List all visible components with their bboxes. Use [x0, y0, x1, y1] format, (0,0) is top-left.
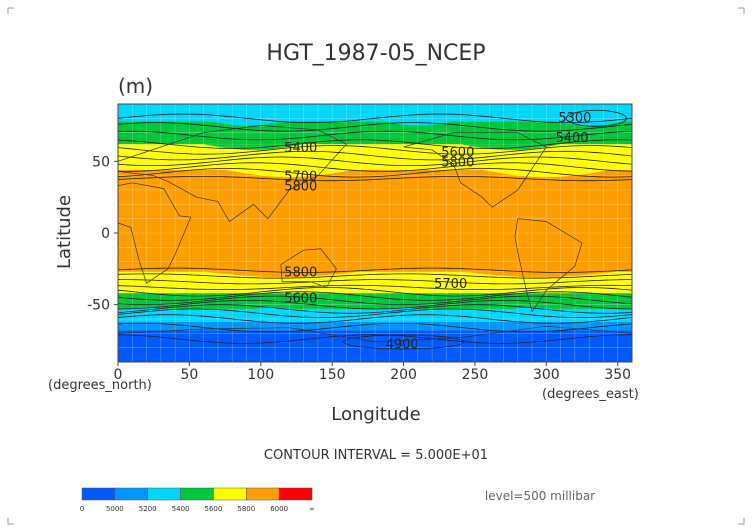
colorbar-swatch [114, 487, 148, 501]
wave-nh-cyan [118, 114, 632, 126]
band-5600-5800 [118, 271, 632, 294]
units-label: (m) [118, 74, 153, 98]
contour-line [118, 279, 632, 285]
contour-line [118, 130, 632, 141]
contour-line [118, 168, 632, 178]
x-tick-label: 350 [604, 367, 631, 383]
x-tick-label: 250 [462, 367, 489, 383]
contour-line [118, 113, 632, 123]
contour-label: 5400 [555, 131, 588, 146]
coastline-africa [118, 182, 192, 284]
contour-label: 5800 [441, 155, 474, 170]
x-tick-label: 300 [533, 367, 560, 383]
contour-line [118, 334, 632, 344]
wave-nh-green [118, 132, 632, 150]
colorbar-label: 5600 [205, 505, 223, 513]
contour-label: 4900 [386, 337, 419, 352]
colorbar-label: 5800 [237, 505, 255, 513]
x-tick-label: 0 [114, 367, 123, 383]
contour-line [118, 304, 632, 314]
contour-line [118, 273, 632, 279]
band-5400-5600 [118, 121, 632, 145]
x-tick-label: 100 [247, 367, 274, 383]
contour-label: 5400 [284, 141, 317, 156]
contour-line [118, 122, 632, 132]
contour-line [118, 162, 632, 172]
contour-line [118, 150, 632, 161]
contour-label: 5800 [284, 180, 317, 195]
colorbar-swatch [81, 487, 116, 501]
colorbar-swatch [213, 487, 247, 501]
contour-line [118, 314, 632, 324]
x-unit-label: (degrees_east) [542, 387, 639, 402]
x-axis-label: Longitude [331, 404, 421, 425]
x-tick-label: 200 [390, 367, 417, 383]
y-tick-label: 50 [92, 154, 110, 170]
contour-line [118, 145, 632, 155]
colorbar-label: 0 [80, 505, 84, 513]
contour-line [118, 291, 632, 301]
contour-low-south [343, 334, 464, 350]
colorbar-label: 5000 [106, 505, 124, 513]
contour-label: 5600 [441, 145, 474, 160]
y-tick-label: 0 [101, 226, 110, 242]
contour-line [118, 267, 632, 273]
coastline-south-america [514, 218, 583, 313]
x-tick-label: 150 [319, 367, 346, 383]
coastline-australia [280, 248, 337, 288]
plot-area: 5300540054005600580057005800580057005600… [118, 104, 632, 362]
colorbar-label: ∞ [309, 505, 315, 513]
contour-line [118, 308, 632, 319]
colorbar-swatch [246, 487, 280, 501]
contour-interval: CONTOUR INTERVAL = 5.000E+01 [264, 448, 488, 463]
colorbar-swatch [147, 487, 181, 501]
contour-line [118, 322, 632, 333]
wave-sh-orange [118, 268, 632, 278]
contour-line [118, 287, 632, 297]
colorbar: 0 5000 5200 5400 5600 5800 6000 ∞ [80, 487, 315, 513]
band-5000-5200 [118, 321, 632, 331]
contour-line [118, 139, 632, 149]
x-tick-label: 50 [180, 367, 198, 383]
contour-label: 5800 [284, 266, 317, 281]
colorbar-label: 5400 [172, 505, 190, 513]
wave-sh-cyan [118, 307, 632, 314]
contour-line [118, 176, 632, 182]
contour-line [118, 295, 632, 306]
contour-line [118, 284, 632, 290]
contour-label: 5300 [558, 111, 591, 126]
contour-line [118, 300, 632, 310]
y-unit-label: (degrees_north) [48, 378, 152, 393]
wave-nh-yellow [118, 162, 632, 178]
contour-label: 5700 [434, 277, 467, 292]
colorbar-label: 6000 [270, 505, 288, 513]
y-tick-label: -50 [87, 298, 110, 314]
y-axis-label: Latitude [54, 195, 75, 269]
contour-label: 5700 [284, 170, 317, 185]
contour-line [118, 156, 632, 166]
chart-title: HGT_1987-05_NCEP [266, 41, 485, 66]
colorbar-swatch [180, 487, 214, 501]
band-5800-6000 [118, 169, 632, 272]
colorbar-label: 5200 [139, 505, 157, 513]
crop-marks [7, 7, 745, 525]
contour-low-north [565, 109, 627, 127]
coastline-antarctica [118, 325, 632, 343]
coastline-eurasia [118, 125, 347, 223]
coastline-north-america [403, 132, 547, 208]
level-label: level=500 millibar [485, 489, 595, 503]
contour-label: 5600 [284, 292, 317, 307]
colorbar-swatch [278, 487, 313, 501]
